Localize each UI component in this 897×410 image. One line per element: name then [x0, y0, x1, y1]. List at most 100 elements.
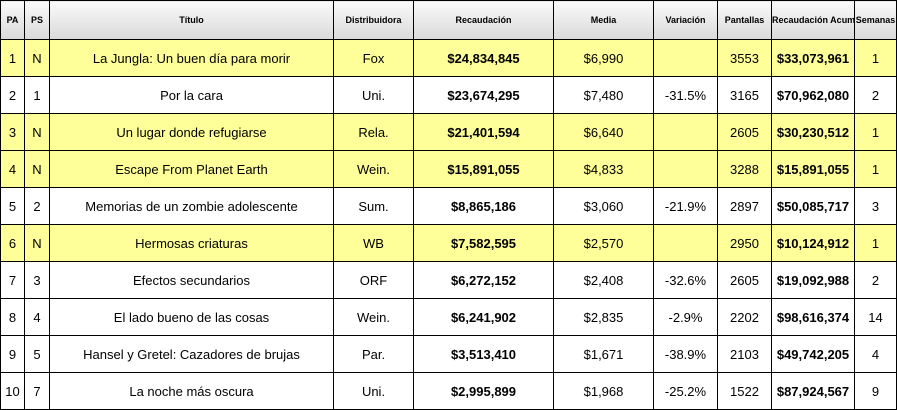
cell-acumulada: $33,073,961 [771, 39, 855, 77]
cell-distribuidora: Wein. [333, 298, 414, 336]
header-pa: PA [0, 0, 25, 40]
cell-ps: 3 [24, 261, 50, 299]
cell-pa: 10 [0, 372, 25, 410]
cell-variacion: -25.2% [653, 372, 718, 410]
cell-media: $2,570 [553, 224, 654, 262]
cell-media: $6,640 [553, 113, 654, 151]
cell-variacion: -32.6% [653, 261, 718, 299]
cell-distribuidora: Sum. [333, 187, 414, 225]
cell-acumulada: $70,962,080 [771, 76, 855, 114]
cell-pa: 3 [0, 113, 25, 151]
table-body: 1 N La Jungla: Un buen día para morir Fox $2… [0, 39, 897, 410]
cell-recaudacion: $3,513,410 [413, 335, 554, 373]
cell-distribuidora: Uni. [333, 372, 414, 410]
cell-variacion [653, 113, 718, 151]
cell-recaudacion: $8,865,186 [413, 187, 554, 225]
header-media: Media [553, 0, 654, 40]
cell-ps: N [24, 39, 50, 77]
cell-titulo: Efectos secundarios [49, 261, 334, 299]
cell-variacion [653, 224, 718, 262]
cell-ps: 1 [24, 76, 50, 114]
cell-distribuidora: Fox [333, 39, 414, 77]
cell-distribuidora: WB [333, 224, 414, 262]
cell-acumulada: $15,891,055 [771, 150, 855, 188]
cell-titulo: Un lugar donde refugiarse [49, 113, 334, 151]
cell-recaudacion: $21,401,594 [413, 113, 554, 151]
cell-pantallas: 2605 [717, 113, 772, 151]
cell-pa: 9 [0, 335, 25, 373]
cell-recaudacion: $2,995,899 [413, 372, 554, 410]
cell-pa: 8 [0, 298, 25, 336]
cell-pantallas: 2950 [717, 224, 772, 262]
cell-pa: 1 [0, 39, 25, 77]
cell-acumulada: $87,924,567 [771, 372, 855, 410]
cell-titulo: Hermosas criaturas [49, 224, 334, 262]
header-row: PA PS Título Distribuidora Recaudación M… [0, 0, 897, 40]
cell-titulo: Hansel y Gretel: Cazadores de brujas [49, 335, 334, 373]
table-row: 10 7 La noche más oscura Uni. $2,995,899 $1,9… [0, 372, 897, 410]
header-distribuidora: Distribuidora [333, 0, 414, 40]
cell-pantallas: 3165 [717, 76, 772, 114]
cell-acumulada: $49,742,205 [771, 335, 855, 373]
table-row: 5 2 Memorias de un zombie adolescente Sum. $… [0, 187, 897, 225]
cell-pantallas: 3288 [717, 150, 772, 188]
header-ps: PS [24, 0, 50, 40]
cell-semanas: 9 [854, 372, 897, 410]
cell-distribuidora: Wein. [333, 150, 414, 188]
cell-semanas: 14 [854, 298, 897, 336]
table-row: 7 3 Efectos secundarios ORF $6,272,152 $2,408… [0, 261, 897, 299]
cell-recaudacion: $15,891,055 [413, 150, 554, 188]
cell-ps: 5 [24, 335, 50, 373]
cell-media: $7,480 [553, 76, 654, 114]
table-row: 9 5 Hansel y Gretel: Cazadores de brujas Pa… [0, 335, 897, 373]
cell-ps: 7 [24, 372, 50, 410]
cell-ps: 2 [24, 187, 50, 225]
cell-semanas: 1 [854, 113, 897, 151]
cell-acumulada: $19,092,988 [771, 261, 855, 299]
cell-pantallas: 3553 [717, 39, 772, 77]
cell-ps: N [24, 150, 50, 188]
cell-media: $2,408 [553, 261, 654, 299]
header-titulo: Título [49, 0, 334, 40]
cell-titulo: La Jungla: Un buen día para morir [49, 39, 334, 77]
cell-semanas: 2 [854, 76, 897, 114]
cell-titulo: La noche más oscura [49, 372, 334, 410]
cell-media: $1,968 [553, 372, 654, 410]
cell-semanas: 2 [854, 261, 897, 299]
cell-recaudacion: $24,834,845 [413, 39, 554, 77]
cell-media: $2,835 [553, 298, 654, 336]
cell-distribuidora: Par. [333, 335, 414, 373]
cell-pantallas: 2103 [717, 335, 772, 373]
cell-ps: N [24, 113, 50, 151]
header-acumulada: Recaudación Acumulada [771, 0, 855, 40]
cell-acumulada: $98,616,374 [771, 298, 855, 336]
table-row: 2 1 Por la cara Uni. $23,674,295 $7,480 -31.5%… [0, 76, 897, 114]
cell-recaudacion: $6,272,152 [413, 261, 554, 299]
header-semanas: Semanas [854, 0, 897, 40]
header-variacion: Variación [653, 0, 718, 40]
header-pantallas: Pantallas [717, 0, 772, 40]
cell-pa: 6 [0, 224, 25, 262]
cell-recaudacion: $23,674,295 [413, 76, 554, 114]
cell-variacion: -2.9% [653, 298, 718, 336]
table-row: 4 N Escape From Planet Earth Wein. $15,891,0… [0, 150, 897, 188]
cell-pa: 4 [0, 150, 25, 188]
cell-distribuidora: Uni. [333, 76, 414, 114]
cell-pa: 5 [0, 187, 25, 225]
cell-pa: 2 [0, 76, 25, 114]
cell-variacion: -38.9% [653, 335, 718, 373]
cell-acumulada: $50,085,717 [771, 187, 855, 225]
cell-pantallas: 2605 [717, 261, 772, 299]
cell-pantallas: 2897 [717, 187, 772, 225]
cell-media: $1,671 [553, 335, 654, 373]
cell-variacion [653, 39, 718, 77]
table-row: 3 N Un lugar donde refugiarse Rela. $21,401,… [0, 113, 897, 151]
cell-distribuidora: Rela. [333, 113, 414, 151]
cell-media: $3,060 [553, 187, 654, 225]
cell-variacion: -31.5% [653, 76, 718, 114]
cell-acumulada: $10,124,912 [771, 224, 855, 262]
cell-variacion [653, 150, 718, 188]
cell-semanas: 4 [854, 335, 897, 373]
cell-recaudacion: $7,582,595 [413, 224, 554, 262]
table-row: 6 N Hermosas criaturas WB $7,582,595 $2,570 29… [0, 224, 897, 262]
